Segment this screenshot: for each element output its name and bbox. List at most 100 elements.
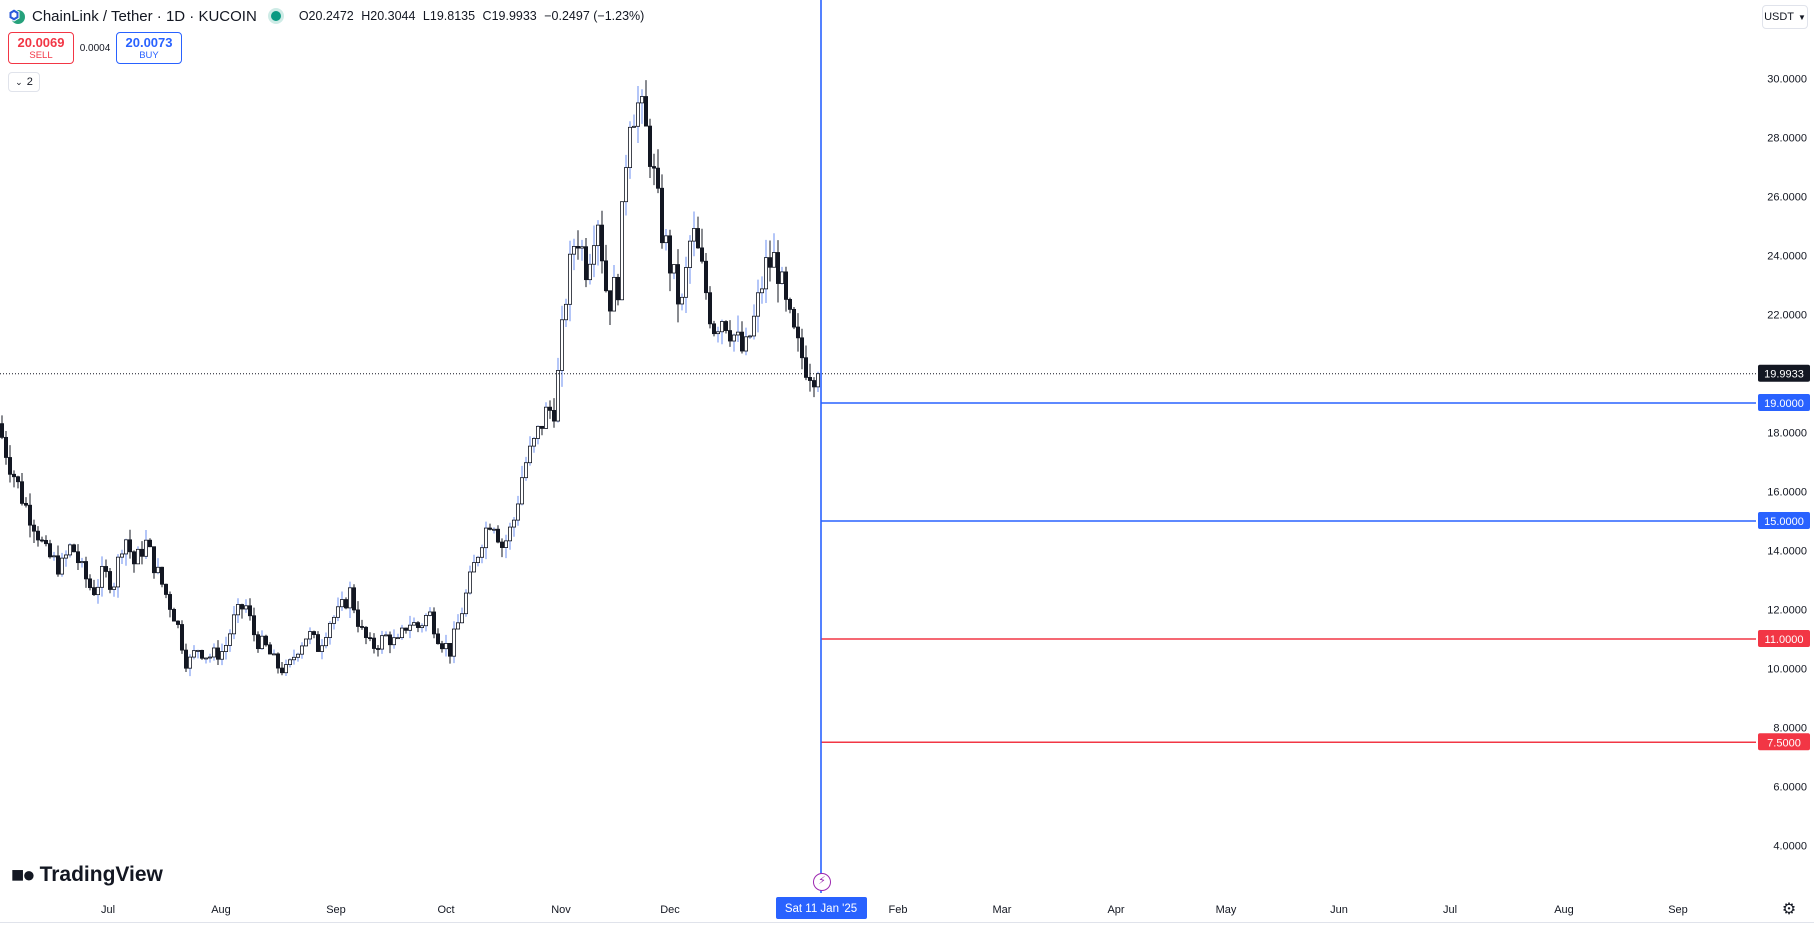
candle-body[interactable]	[40, 539, 45, 542]
candle-body[interactable]	[72, 544, 77, 553]
candle-body[interactable]	[127, 539, 132, 553]
candle-body[interactable]	[116, 556, 121, 588]
candle-body[interactable]	[407, 624, 412, 631]
candle-body[interactable]	[0, 423, 4, 438]
candle-body[interactable]	[247, 605, 252, 617]
sell-button[interactable]: 20.0069 SELL	[8, 32, 74, 64]
indicators-toggle-button[interactable]: ⌄ 2	[8, 72, 40, 92]
candle-body[interactable]	[343, 599, 348, 609]
candle-body[interactable]	[748, 335, 753, 338]
candle-body[interactable]	[467, 571, 472, 594]
lightning-alert-icon[interactable]: ⚡	[813, 873, 831, 891]
candle-body[interactable]	[104, 566, 109, 572]
candle-body[interactable]	[243, 605, 248, 610]
candle-body[interactable]	[267, 644, 272, 655]
candle-body[interactable]	[752, 315, 757, 337]
candle-body[interactable]	[7, 457, 12, 475]
candle-body[interactable]	[640, 96, 645, 104]
candle-body[interactable]	[780, 271, 785, 284]
candle-body[interactable]	[792, 308, 797, 328]
candle-body[interactable]	[379, 635, 384, 650]
candle-body[interactable]	[27, 504, 32, 526]
candle-body[interactable]	[279, 667, 284, 674]
candle-body[interactable]	[491, 528, 496, 531]
candle-body[interactable]	[167, 594, 172, 610]
candle-body[interactable]	[600, 224, 605, 262]
candle-body[interactable]	[680, 296, 685, 305]
candle-body[interactable]	[800, 337, 805, 359]
candle-body[interactable]	[203, 657, 208, 660]
candle-body[interactable]	[179, 624, 184, 651]
currency-selector[interactable]: USDT ▼	[1762, 5, 1808, 29]
candle-body[interactable]	[596, 224, 601, 247]
candle-body[interactable]	[275, 653, 280, 669]
candle-body[interactable]	[287, 659, 292, 665]
candle-body[interactable]	[772, 252, 777, 268]
candle-body[interactable]	[347, 587, 352, 609]
candle-body[interactable]	[19, 481, 24, 504]
candle-body[interactable]	[60, 557, 65, 575]
candle-body[interactable]	[427, 611, 432, 616]
candle-body[interactable]	[431, 611, 436, 635]
candle-body[interactable]	[804, 357, 809, 378]
candle-body[interactable]	[207, 656, 212, 659]
tradingview-logo[interactable]: ■● TradingView	[11, 862, 163, 888]
candle-body[interactable]	[215, 647, 220, 660]
candle-body[interactable]	[656, 167, 661, 189]
candle-body[interactable]	[15, 476, 20, 483]
candle-body[interactable]	[471, 562, 476, 573]
candle-body[interactable]	[724, 321, 729, 331]
candle-body[interactable]	[692, 228, 697, 242]
candle-body[interactable]	[171, 609, 176, 622]
candle-body[interactable]	[259, 635, 264, 650]
candle-body[interactable]	[592, 245, 597, 265]
candle-body[interactable]	[4, 436, 9, 458]
candle-body[interactable]	[135, 548, 140, 565]
chainlink-tether-logo-icon[interactable]	[8, 7, 26, 25]
candle-body[interactable]	[92, 587, 97, 596]
candle-body[interactable]	[728, 330, 733, 342]
candle-body[interactable]	[608, 290, 613, 312]
candle-body[interactable]	[816, 373, 821, 388]
candle-body[interactable]	[576, 246, 581, 249]
candle-body[interactable]	[411, 622, 416, 626]
candle-body[interactable]	[231, 614, 236, 635]
candle-body[interactable]	[139, 548, 144, 557]
candle-body[interactable]	[84, 561, 89, 580]
candle-body[interactable]	[524, 462, 529, 479]
candle-body[interactable]	[303, 638, 308, 647]
candle-body[interactable]	[560, 319, 565, 371]
candle-body[interactable]	[36, 530, 41, 541]
candle-body[interactable]	[96, 586, 101, 596]
candle-body[interactable]	[163, 583, 168, 595]
candle-body[interactable]	[532, 438, 537, 447]
candle-body[interactable]	[512, 519, 517, 528]
candle-body[interactable]	[644, 96, 649, 127]
candle-body[interactable]	[399, 627, 404, 639]
candle-body[interactable]	[648, 125, 653, 167]
candle-body[interactable]	[776, 252, 781, 284]
candle-body[interactable]	[255, 634, 260, 650]
candle-body[interactable]	[159, 566, 164, 585]
candle-body[interactable]	[315, 634, 320, 652]
candle-body[interactable]	[668, 235, 673, 274]
candle-body[interactable]	[552, 409, 557, 422]
candle-body[interactable]	[155, 566, 160, 574]
candle-body[interactable]	[299, 645, 304, 655]
candle-body[interactable]	[403, 627, 408, 631]
candle-body[interactable]	[580, 246, 585, 249]
candle-body[interactable]	[32, 524, 37, 532]
candle-body[interactable]	[271, 653, 276, 656]
candle-body[interactable]	[307, 631, 312, 640]
candle-body[interactable]	[227, 633, 232, 646]
candle-body[interactable]	[528, 445, 533, 464]
candle-body[interactable]	[564, 303, 569, 321]
candle-body[interactable]	[291, 656, 296, 661]
candle-body[interactable]	[451, 628, 456, 657]
candle-body[interactable]	[443, 643, 448, 650]
candle-body[interactable]	[423, 615, 428, 627]
candle-body[interactable]	[195, 649, 200, 652]
candle-body[interactable]	[483, 527, 488, 549]
candle-body[interactable]	[732, 334, 737, 342]
candle-body[interactable]	[548, 406, 553, 411]
